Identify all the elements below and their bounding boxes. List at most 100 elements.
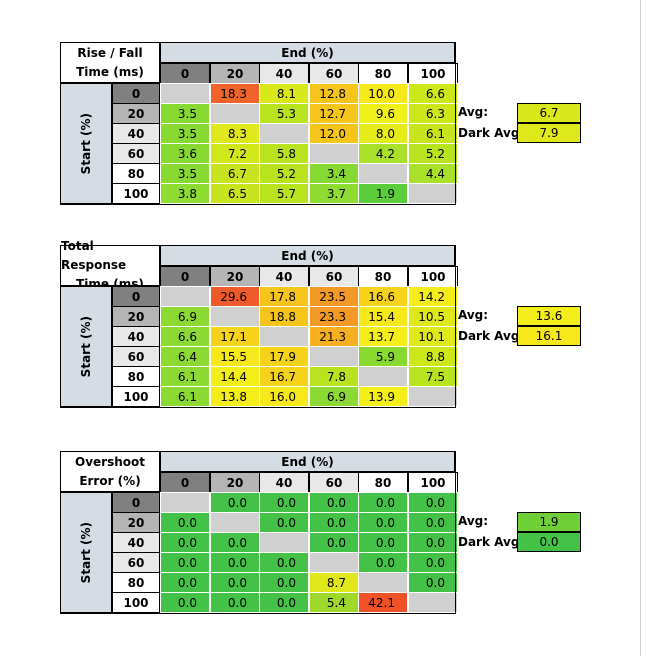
start-axis-label: Start (%) bbox=[60, 83, 112, 204]
table-cell: 0.0 bbox=[259, 492, 309, 513]
start-axis-label: Start (%) bbox=[60, 286, 112, 407]
column-header-80: 80 bbox=[358, 266, 408, 287]
table-cell bbox=[160, 83, 210, 104]
table-cell bbox=[210, 512, 260, 533]
table-title-line1: Rise / Fall bbox=[77, 45, 143, 60]
table-cell: 10.0 bbox=[358, 83, 408, 104]
table-cell: 6.3 bbox=[408, 103, 458, 124]
table-cell: 8.1 bbox=[259, 83, 309, 104]
dark-avg-label: Dark Avg: bbox=[458, 535, 525, 549]
table-cell bbox=[210, 306, 260, 327]
table-cell bbox=[358, 163, 408, 184]
table-cell: 12.7 bbox=[309, 103, 359, 124]
column-header-0: 0 bbox=[160, 472, 210, 493]
table-cell: 0.0 bbox=[160, 512, 210, 533]
table-cell bbox=[309, 143, 359, 164]
table-cell: 16.7 bbox=[259, 366, 309, 387]
table-cell: 0.0 bbox=[210, 572, 260, 593]
table-cell: 6.4 bbox=[160, 346, 210, 367]
row-header-40: 40 bbox=[112, 532, 160, 553]
column-header-20: 20 bbox=[210, 63, 260, 84]
row-header-100: 100 bbox=[112, 592, 160, 613]
table-cell: 3.8 bbox=[160, 183, 210, 204]
table-cell: 7.2 bbox=[210, 143, 260, 164]
table-cell: 8.8 bbox=[408, 346, 458, 367]
dark-avg-label: Dark Avg: bbox=[458, 329, 525, 343]
row-header-60: 60 bbox=[112, 346, 160, 367]
avg-value: 1.9 bbox=[517, 512, 581, 532]
table-cell: 13.9 bbox=[358, 386, 408, 407]
row-header-80: 80 bbox=[112, 572, 160, 593]
avg-label: Avg: bbox=[458, 105, 489, 119]
table-cell: 10.5 bbox=[408, 306, 458, 327]
table-cell: 5.2 bbox=[408, 143, 458, 164]
table-cell: 6.5 bbox=[210, 183, 260, 204]
table-cell bbox=[210, 103, 260, 124]
table-cell: 5.3 bbox=[259, 103, 309, 124]
table-cell: 8.0 bbox=[358, 123, 408, 144]
dark-avg-value: 0.0 bbox=[517, 532, 581, 552]
page-edge-line bbox=[640, 0, 641, 656]
column-header-100: 100 bbox=[408, 266, 458, 287]
table-cell: 0.0 bbox=[408, 492, 458, 513]
table-cell: 0.0 bbox=[309, 492, 359, 513]
table-cell: 13.8 bbox=[210, 386, 260, 407]
table-cell: 6.1 bbox=[408, 123, 458, 144]
table-cell: 3.5 bbox=[160, 123, 210, 144]
row-header-60: 60 bbox=[112, 143, 160, 164]
table-cell: 5.2 bbox=[259, 163, 309, 184]
table-cell: 0.0 bbox=[160, 532, 210, 553]
table-cell bbox=[309, 552, 359, 573]
column-header-40: 40 bbox=[259, 266, 309, 287]
table-cell bbox=[160, 286, 210, 307]
row-header-100: 100 bbox=[112, 386, 160, 407]
column-header-40: 40 bbox=[259, 63, 309, 84]
table-cell: 3.4 bbox=[309, 163, 359, 184]
row-header-80: 80 bbox=[112, 366, 160, 387]
table-cell: 6.9 bbox=[309, 386, 359, 407]
row-header-20: 20 bbox=[112, 512, 160, 533]
row-header-0: 0 bbox=[112, 492, 160, 513]
table-cell bbox=[358, 572, 408, 593]
table-cell: 5.7 bbox=[259, 183, 309, 204]
table-cell: 0.0 bbox=[259, 512, 309, 533]
table-cell bbox=[358, 366, 408, 387]
table-cell: 7.8 bbox=[309, 366, 359, 387]
table-cell: 0.0 bbox=[358, 512, 408, 533]
table-cell: 0.0 bbox=[210, 532, 260, 553]
table-title: Overshoot Error (%) bbox=[60, 451, 160, 492]
table-cell: 17.1 bbox=[210, 326, 260, 347]
table-cell: 18.8 bbox=[259, 306, 309, 327]
table-cell bbox=[160, 492, 210, 513]
table-cell: 0.0 bbox=[408, 552, 458, 573]
table-cell: 0.0 bbox=[358, 552, 408, 573]
column-header-80: 80 bbox=[358, 63, 408, 84]
table-cell: 6.6 bbox=[408, 83, 458, 104]
dark-avg-label: Dark Avg: bbox=[458, 126, 525, 140]
table-title-line1: Total Response bbox=[61, 239, 127, 272]
table-cell: 0.0 bbox=[408, 512, 458, 533]
table-cell bbox=[259, 326, 309, 347]
table-cell: 15.5 bbox=[210, 346, 260, 367]
column-header-80: 80 bbox=[358, 472, 408, 493]
table-cell: 29.6 bbox=[210, 286, 260, 307]
table-cell: 0.0 bbox=[259, 592, 309, 613]
table-cell bbox=[408, 183, 458, 204]
column-header-40: 40 bbox=[259, 472, 309, 493]
avg-value: 13.6 bbox=[517, 306, 581, 326]
table-cell: 14.4 bbox=[210, 366, 260, 387]
start-axis-text: Start (%) bbox=[79, 112, 93, 175]
table-cell: 0.0 bbox=[408, 532, 458, 553]
table-cell: 0.0 bbox=[408, 572, 458, 593]
table-cell: 23.3 bbox=[309, 306, 359, 327]
table-cell: 15.4 bbox=[358, 306, 408, 327]
column-header-20: 20 bbox=[210, 266, 260, 287]
table-cell: 21.3 bbox=[309, 326, 359, 347]
table-title-line2: Time (ms) bbox=[76, 64, 144, 79]
end-axis-label: End (%) bbox=[160, 42, 455, 63]
avg-value: 6.7 bbox=[517, 103, 581, 123]
column-header-60: 60 bbox=[309, 472, 359, 493]
dark-avg-value: 7.9 bbox=[517, 123, 581, 143]
column-header-20: 20 bbox=[210, 472, 260, 493]
row-header-80: 80 bbox=[112, 163, 160, 184]
